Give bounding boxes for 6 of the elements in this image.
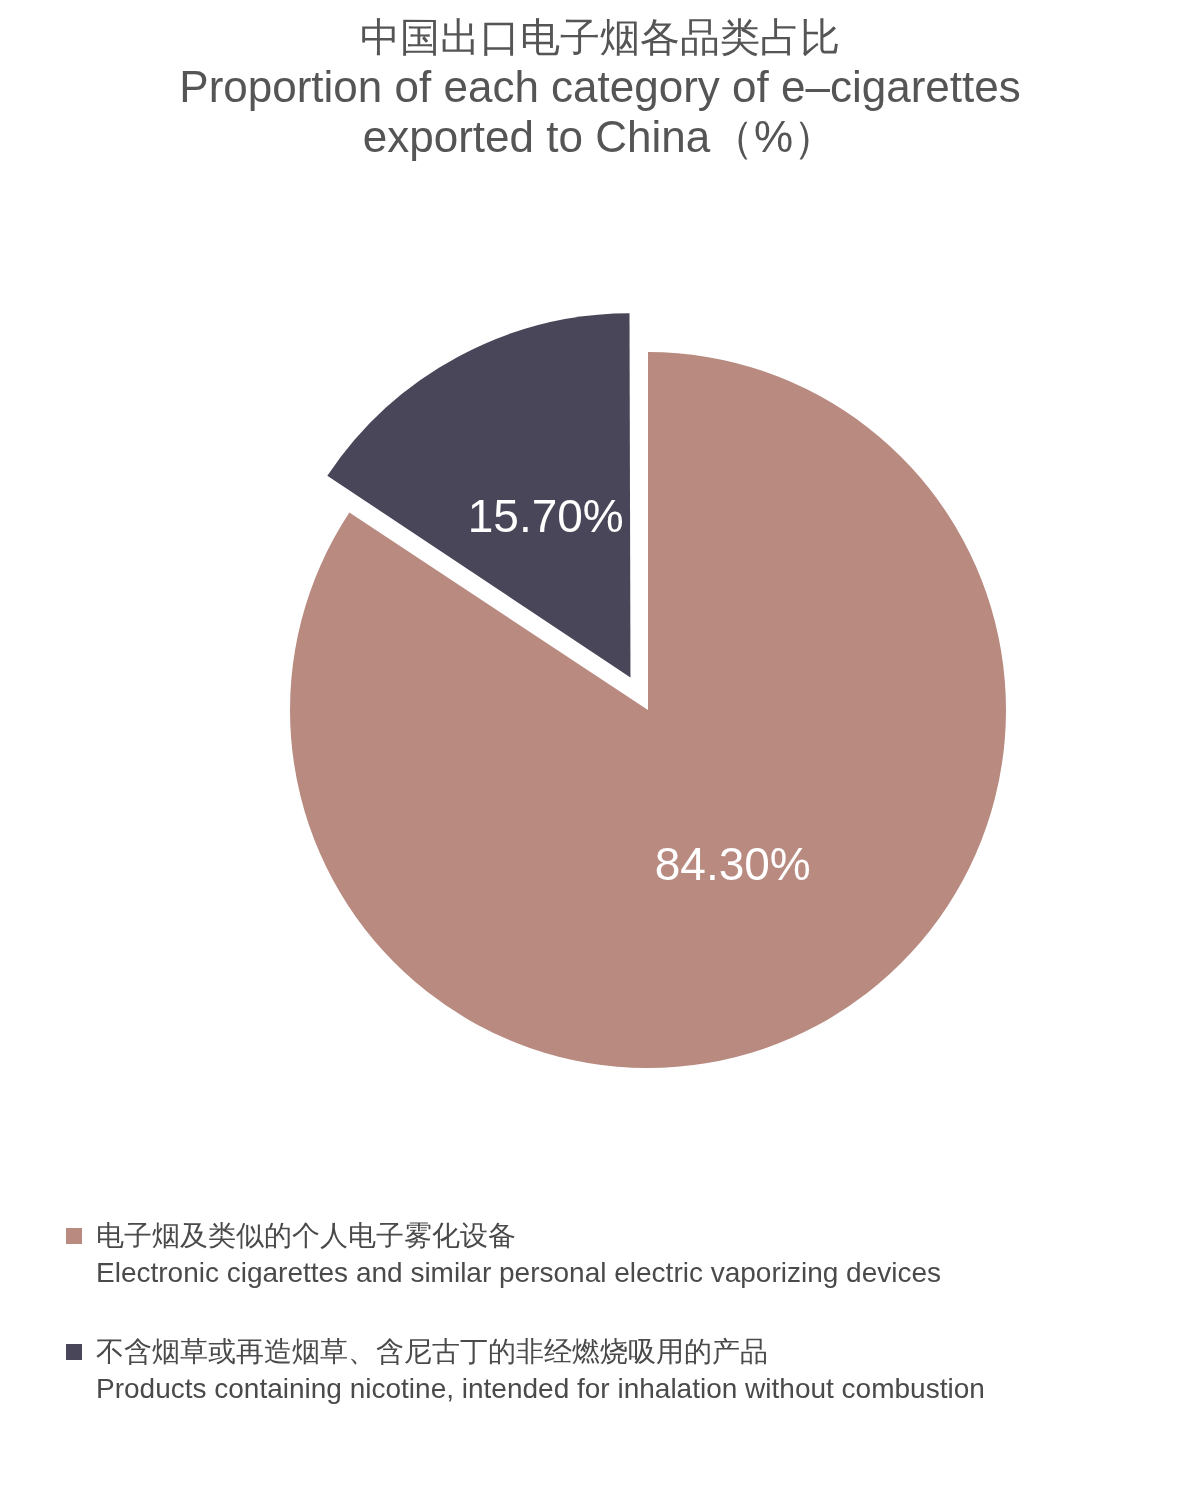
data-label: 84.30% [654, 838, 811, 891]
legend-label: 电子烟及类似的个人电子雾化设备 Electronic cigarettes and similar personal electric vaporizing devices [96, 1219, 942, 1290]
legend-label: 不含烟草或再造烟草、含尼古丁的非经燃烧吸用的产品 Products containing nicotine, intended for inhalation without combustion [96, 1335, 985, 1406]
chart-subtitle: Proportion of each category of e–cigarettes exported to China（%） [178, 62, 1022, 162]
data-label: 15.70% [467, 490, 624, 543]
chart-title: 中国出口电子烟各品类占比 [359, 14, 841, 61]
